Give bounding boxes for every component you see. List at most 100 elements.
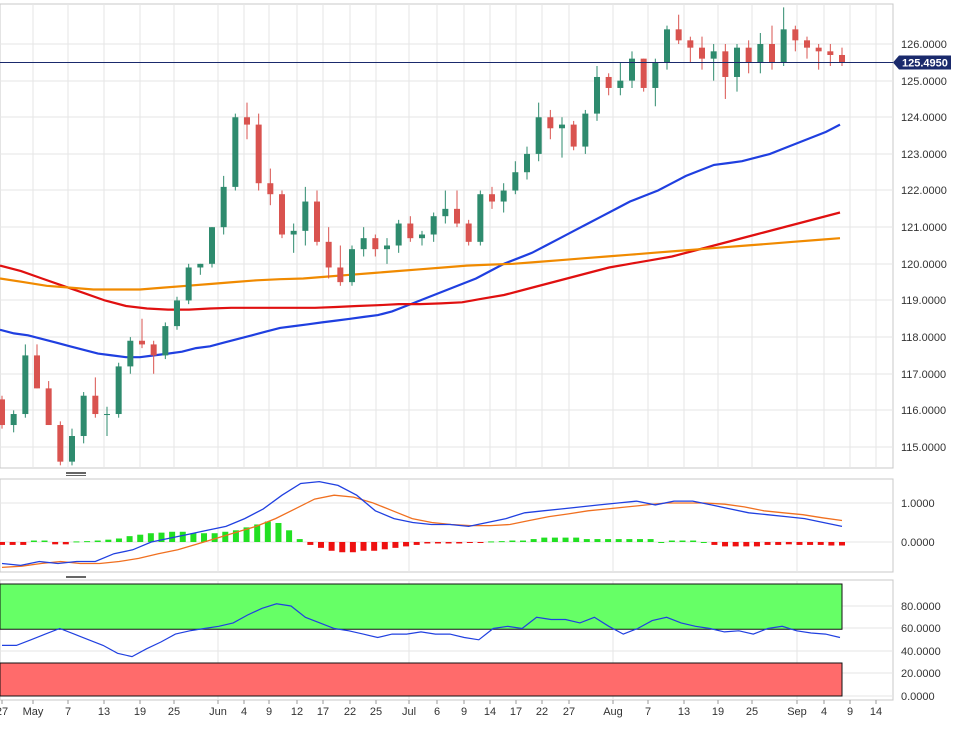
candle[interactable]: [57, 421, 64, 466]
histogram-bar: [839, 542, 845, 546]
candle[interactable]: [267, 168, 274, 206]
candle[interactable]: [80, 392, 87, 444]
candle[interactable]: [804, 36, 810, 59]
histogram-bar: [126, 536, 133, 542]
candle[interactable]: [570, 120, 577, 151]
candle[interactable]: [640, 58, 647, 92]
candle[interactable]: [652, 58, 659, 107]
date-tick-label: 13: [98, 706, 110, 718]
candle[interactable]: [69, 428, 75, 466]
candle[interactable]: [489, 186, 495, 209]
candle[interactable]: [139, 318, 145, 349]
moving-average-blue: [0, 123, 841, 359]
candle[interactable]: [442, 190, 449, 224]
last-price-value: 125.4950: [902, 58, 948, 70]
candle[interactable]: [162, 322, 169, 360]
candle[interactable]: [524, 146, 530, 180]
price-tick-label: 124.0000: [901, 112, 947, 124]
candle[interactable]: [10, 410, 17, 433]
candle[interactable]: [582, 109, 589, 154]
candle[interactable]: [34, 344, 40, 389]
date-tick-label: 25: [168, 706, 180, 718]
candle[interactable]: [675, 14, 682, 44]
candle[interactable]: [535, 102, 542, 162]
candle[interactable]: [395, 219, 402, 253]
date-axis: 27 May 7 13 19 25 Jun 4 9 12 17 22 25 Jul 6 9 14 17 22 27 Au…: [0, 700, 882, 718]
histogram-bar: [817, 542, 824, 545]
candle[interactable]: [302, 186, 309, 246]
candle[interactable]: [174, 296, 180, 330]
candle[interactable]: [594, 65, 600, 121]
candle[interactable]: [722, 44, 729, 99]
candle[interactable]: [255, 113, 262, 191]
candle[interactable]: [547, 109, 554, 140]
candle[interactable]: [232, 113, 239, 191]
candle[interactable]: [419, 230, 425, 246]
candle[interactable]: [384, 238, 390, 264]
date-tick-label: 22: [536, 706, 548, 718]
macd-y-axis: 1.0000 0.0000: [901, 498, 935, 549]
candle[interactable]: [290, 223, 297, 253]
date-tick-label: Jul: [402, 706, 416, 718]
candle[interactable]: [757, 33, 764, 74]
candle[interactable]: [699, 36, 705, 70]
candle[interactable]: [745, 40, 752, 74]
candle[interactable]: [349, 245, 355, 286]
candle[interactable]: [127, 337, 134, 374]
candle[interactable]: [0, 395, 5, 429]
histogram-bar: [562, 537, 569, 542]
candle[interactable]: [115, 362, 122, 418]
histogram-bar: [20, 542, 27, 545]
histogram-bar: [583, 539, 590, 542]
histogram-bar: [339, 542, 346, 553]
moving-average-orange: [0, 237, 841, 291]
oscillator-tick-label: 80.0000: [901, 601, 941, 613]
candle[interactable]: [325, 227, 332, 279]
candle[interactable]: [92, 377, 99, 418]
candle[interactable]: [605, 73, 612, 96]
macd-tick-label: 0.0000: [901, 537, 935, 549]
candle[interactable]: [314, 190, 320, 246]
macd-panel[interactable]: [0, 478, 894, 573]
candle[interactable]: [279, 190, 285, 239]
panel-resize-handle[interactable]: [66, 472, 86, 474]
candle[interactable]: [45, 381, 52, 426]
candle[interactable]: [244, 102, 250, 140]
candle[interactable]: [512, 161, 519, 195]
candle[interactable]: [407, 216, 414, 242]
price-tick-label: 115.0000: [901, 442, 946, 454]
price-tick-label: 125.0000: [901, 76, 947, 88]
histogram-bar: [158, 532, 165, 542]
oscillator-tick-label: 60.0000: [901, 623, 941, 635]
date-tick-label: 4: [821, 706, 827, 718]
candle[interactable]: [500, 183, 507, 213]
candle[interactable]: [687, 36, 694, 63]
candle[interactable]: [337, 245, 344, 286]
candle[interactable]: [477, 190, 484, 246]
candle[interactable]: [150, 340, 157, 374]
price-panel[interactable]: [0, 3, 894, 469]
candle[interactable]: [465, 219, 472, 246]
candle[interactable]: [372, 234, 379, 257]
histogram-bar: [732, 542, 739, 547]
candle[interactable]: [617, 62, 624, 96]
candle[interactable]: [780, 7, 787, 66]
candle[interactable]: [559, 117, 565, 158]
candle[interactable]: [209, 227, 215, 268]
candle[interactable]: [185, 263, 192, 305]
candle[interactable]: [220, 175, 227, 235]
candle[interactable]: [197, 263, 204, 275]
candle[interactable]: [792, 25, 799, 52]
histogram-bar: [573, 537, 580, 542]
candle[interactable]: [104, 406, 110, 437]
candle[interactable]: [629, 51, 635, 88]
histogram-bar: [169, 531, 176, 542]
histogram-bar: [775, 542, 782, 545]
candle[interactable]: [454, 190, 460, 228]
candle[interactable]: [430, 212, 437, 242]
panel-resize-handle[interactable]: [66, 576, 86, 578]
candle[interactable]: [360, 227, 367, 257]
candle[interactable]: [22, 344, 29, 418]
candle[interactable]: [815, 44, 822, 70]
